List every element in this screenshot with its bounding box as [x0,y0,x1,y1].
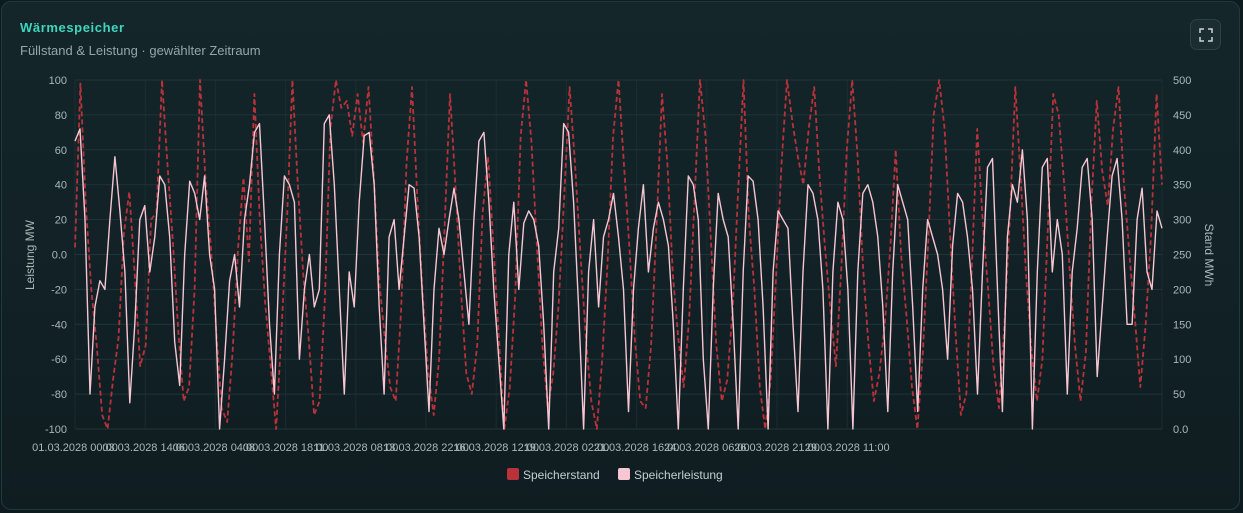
right-tick-label: 0.0 [1173,424,1188,436]
left-tick-label: 80 [55,110,67,122]
right-tick-label: 450 [1173,110,1191,122]
right-tick-label: 300 [1173,215,1191,227]
card-subtitle: Füllstand & Leistung · gewählter Zeitrau… [20,43,261,58]
x-tick-label: 16.03.2028 12:00 [453,442,539,454]
x-tick-label: 03.03.2028 14:00 [102,442,188,454]
right-tick-label: 500 [1173,75,1191,87]
legend-item-speicherstand[interactable]: Speicherstand [507,468,600,482]
legend-label-speicherleistung: Speicherleistung [634,468,723,482]
x-tick-label: 24.03.2028 06:00 [664,442,750,454]
left-tick-label: 40 [55,180,67,192]
left-axis-title: Leistung MW [23,219,37,290]
left-tick-label: 0.0 [52,250,67,262]
legend: Speicherstand Speicherleistung [507,468,723,482]
left-tick-label: 100 [49,75,67,87]
series-line-speicherstand [74,79,1163,430]
right-tick-label: 250 [1173,250,1191,262]
series-layer [74,79,1163,430]
right-tick-label: 350 [1173,180,1191,192]
x-tick-label: 26.03.2028 21:00 [734,442,820,454]
x-tick-label: 13.03.2028 22:00 [383,442,469,454]
left-tick-label: -100 [45,424,67,436]
x-tick-label: 29.03.2028 11:00 [805,442,890,454]
left-tick-label: 20 [55,215,67,227]
x-tick-label: 21.03.2028 16:00 [594,442,680,454]
card-title: Wärmespeicher [20,20,125,35]
legend-label-speicherstand: Speicherstand [523,468,600,482]
x-tick-label: 01.03.2028 00:00 [32,442,118,454]
left-tick-label: -40 [51,319,67,331]
left-tick-label: 60 [55,145,67,157]
right-tick-label: 100 [1173,354,1191,366]
expand-icon [1199,28,1213,42]
left-tick-label: -20 [51,284,67,296]
x-tick-label: 06.03.2028 04:00 [173,442,259,454]
x-tick-label: 11.03.2028 08:00 [313,442,398,454]
right-tick-label: 200 [1173,284,1191,296]
right-tick-label: 400 [1173,145,1191,157]
left-axis-ticks: 100 80 60 40 20 0.0 -20 -40 -60 -80 -100 [45,75,67,436]
legend-swatch-speicherleistung [618,468,630,480]
expand-button[interactable] [1190,19,1221,50]
right-tick-label: 50 [1173,389,1185,401]
legend-item-speicherleistung[interactable]: Speicherleistung [618,468,723,482]
x-tick-label: 08.03.2028 18:00 [243,442,329,454]
left-tick-label: -60 [51,354,67,366]
series-line-speicherleistung [74,114,1163,430]
right-axis-ticks: 500 450 400 350 300 250 200 150 100 50 0.0 [1173,75,1191,436]
grid [74,79,1163,430]
right-tick-label: 150 [1173,319,1191,331]
legend-swatch-speicherstand [507,468,519,480]
right-axis-title: Stand MWh [1202,224,1216,287]
left-tick-label: -80 [51,389,67,401]
x-tick-label: 19.03.2028 02:00 [524,442,610,454]
